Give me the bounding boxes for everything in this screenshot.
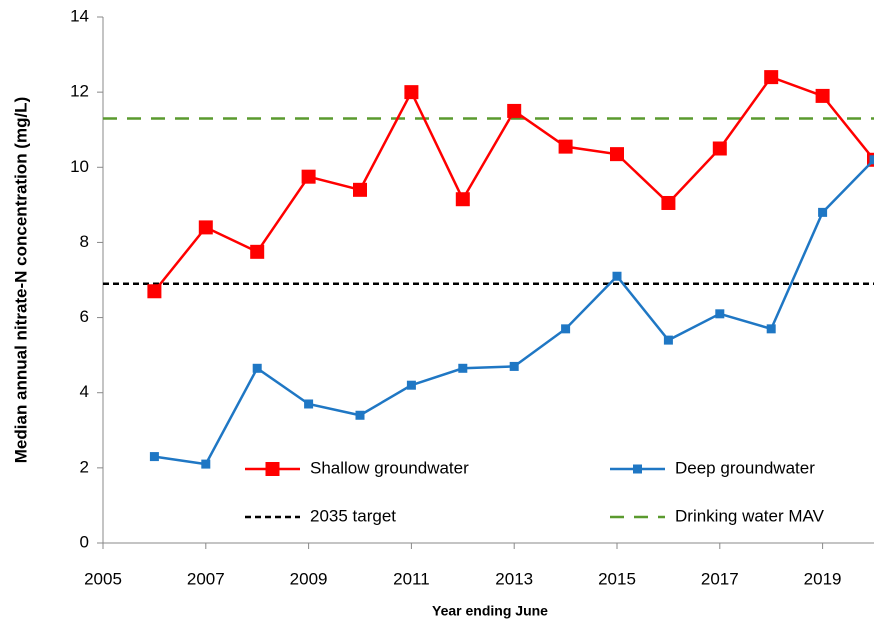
y-tick-label: 2 (80, 457, 89, 476)
data-point (355, 410, 365, 420)
data-point (250, 244, 265, 259)
data-point (198, 220, 213, 235)
x-tick-label: 2009 (290, 569, 328, 588)
y-tick-label: 6 (80, 307, 89, 326)
data-point (149, 452, 159, 462)
data-point (509, 361, 519, 371)
data-point (764, 70, 779, 85)
data-point (507, 103, 522, 118)
y-axis-title: Median annual nitrate-N concentration (m… (11, 97, 30, 463)
x-tick-label: 2011 (393, 569, 430, 588)
data-point (766, 324, 776, 334)
x-tick-label: 2019 (804, 569, 842, 588)
x-tick-label: 2007 (187, 569, 225, 588)
y-tick-label: 12 (70, 82, 89, 101)
legend-marker (633, 464, 642, 474)
x-tick-label: 2017 (701, 569, 739, 588)
data-point (558, 139, 573, 154)
legend-label: Deep groundwater (675, 458, 815, 477)
data-point (663, 335, 673, 345)
legend-label: 2035 target (310, 506, 396, 525)
y-tick-label: 10 (70, 157, 89, 176)
data-point (815, 88, 830, 103)
data-point (304, 399, 314, 409)
data-point (406, 380, 416, 390)
data-point (455, 192, 470, 207)
x-tick-label: 2015 (598, 569, 636, 588)
legend-label: Shallow groundwater (310, 458, 469, 477)
data-point (252, 363, 262, 373)
data-point (458, 363, 468, 373)
data-point (404, 85, 419, 100)
data-point (561, 324, 571, 334)
legend-marker (265, 462, 280, 476)
data-point (869, 155, 874, 165)
data-point (301, 169, 316, 184)
y-tick-label: 4 (80, 382, 89, 401)
plot-area (103, 70, 874, 469)
legend-label: Drinking water MAV (675, 506, 825, 525)
x-tick-label: 2005 (84, 569, 122, 588)
data-point (201, 459, 211, 469)
y-tick-label: 0 (80, 532, 89, 551)
data-point (147, 284, 162, 299)
data-point (661, 195, 676, 210)
data-point (610, 147, 624, 162)
data-point (353, 182, 367, 197)
data-point (712, 141, 727, 156)
y-tick-label: 14 (70, 6, 89, 25)
data-point (715, 309, 725, 319)
y-tick-label: 8 (80, 232, 89, 251)
data-point (818, 207, 828, 217)
x-axis-title: Year ending June (432, 603, 548, 619)
series-line (154, 158, 874, 466)
data-point (612, 271, 622, 281)
x-tick-label: 2013 (495, 569, 533, 588)
